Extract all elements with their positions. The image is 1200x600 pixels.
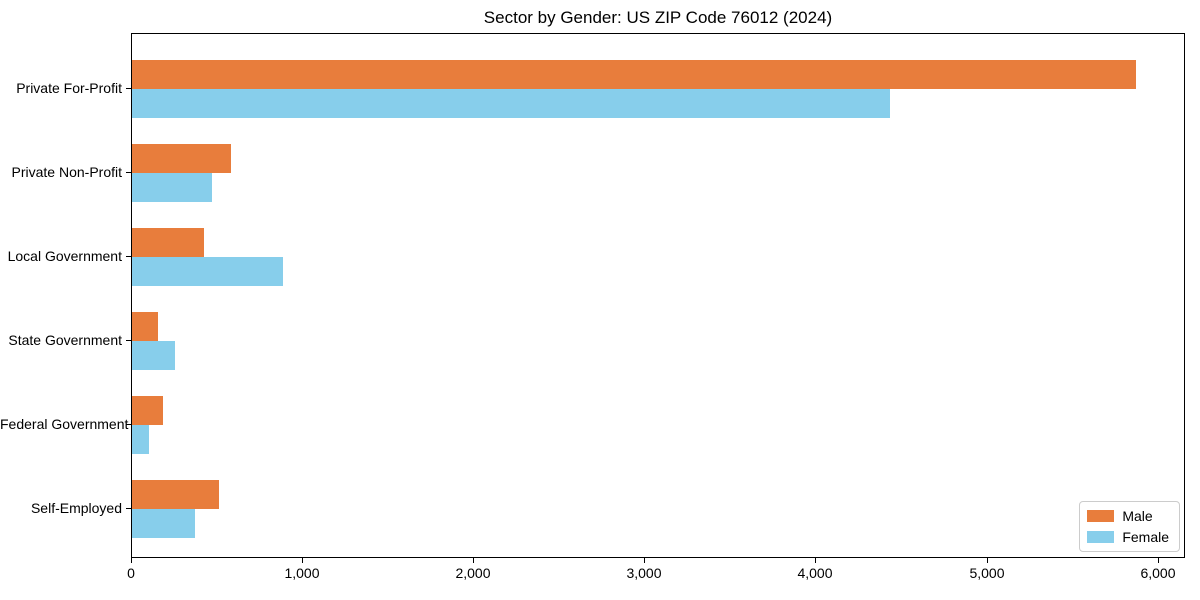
x-tick-mark [644,558,645,563]
bar-male-self-employed [132,480,219,509]
y-tick-mark [126,508,131,509]
legend-swatch-male-icon [1087,510,1115,522]
y-tick-mark [126,424,131,425]
x-tick-label-5-000: 5,000 [969,565,1005,581]
legend-label-female: Female [1122,529,1169,545]
y-tick-mark [126,340,131,341]
bar-female-federal-government [132,425,149,454]
y-tick-label-federal-government: Federal Government [0,416,129,432]
x-tick-mark [473,558,474,563]
bar-female-private-non-profit [132,173,212,202]
bar-female-private-for-profit [132,89,890,118]
legend-item-female: Female [1087,529,1169,545]
x-tick-label-3-000: 3,000 [626,565,662,581]
y-tick-mark [126,88,131,89]
legend: Male Female [1079,501,1180,552]
y-tick-mark [126,256,131,257]
y-tick-label-self-employed: Self-Employed [30,500,122,516]
plot-area: Male Female [131,33,1185,558]
bar-female-self-employed [132,509,195,538]
x-tick-label-2-000: 2,000 [455,565,491,581]
bar-male-private-non-profit [132,144,231,173]
y-tick-mark [126,172,131,173]
x-tick-mark [131,558,132,563]
bar-female-local-government [132,257,283,286]
bar-male-local-government [132,228,204,257]
bar-male-state-government [132,312,158,341]
x-tick-mark [302,558,303,563]
y-tick-label-private-for-profit: Private For-Profit [16,80,122,96]
y-tick-label-state-government: State Government [8,332,122,348]
bar-female-state-government [132,341,175,370]
x-tick-mark [987,558,988,563]
y-tick-label-private-non-profit: Private Non-Profit [11,164,122,180]
x-tick-mark [815,558,816,563]
legend-label-male: Male [1122,508,1153,524]
y-tick-label-local-government: Local Government [7,248,122,264]
chart-title: Sector by Gender: US ZIP Code 76012 (202… [483,8,833,27]
x-tick-label-6-000: 6,000 [1140,565,1176,581]
x-tick-label-0: 0 [127,565,135,581]
x-tick-mark [1158,558,1159,563]
legend-swatch-female-icon [1087,531,1115,543]
bar-male-private-for-profit [132,60,1136,89]
x-tick-label-1-000: 1,000 [284,565,320,581]
bar-male-federal-government [132,396,163,425]
legend-item-male: Male [1087,508,1169,524]
x-tick-label-4-000: 4,000 [797,565,833,581]
